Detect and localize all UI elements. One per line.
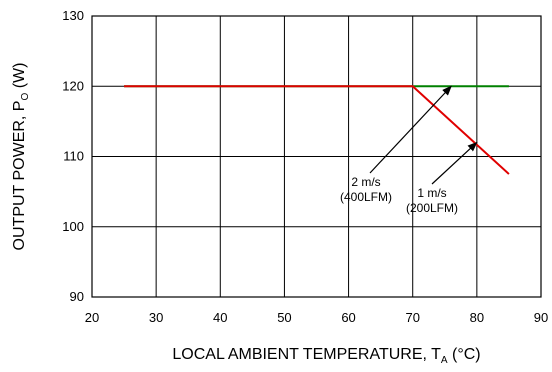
series (124, 85, 510, 175)
y-tick-label: 130 (62, 8, 84, 23)
x-tick-label: 50 (277, 310, 291, 325)
y-tick-label: 120 (62, 78, 84, 93)
annotation-label: 1 m/s (417, 186, 446, 200)
annotation-arrow (431, 141, 478, 185)
x-tick-label: 70 (405, 310, 419, 325)
x-tick-label: 30 (149, 310, 163, 325)
y-tick-label: 100 (62, 219, 84, 234)
annotation-arrow (369, 85, 452, 174)
annotations: 2 m/s(400LFM) 1 m/s(200LFM) (340, 85, 478, 215)
annotation-label: (400LFM) (340, 190, 392, 204)
tick-labels: 20 30 40 50 60 70 80 90 90 100 110 120 130 (62, 8, 548, 325)
annotation-label: (200LFM) (406, 201, 458, 215)
x-tick-label: 90 (534, 310, 548, 325)
y-tick-label: 110 (63, 149, 84, 164)
x-tick-label: 80 (470, 310, 484, 325)
x-tick-label: 60 (341, 310, 355, 325)
series-line-2 (124, 85, 510, 175)
x-tick-label: 20 (85, 310, 99, 325)
grid (91, 15, 542, 298)
x-tick-label: 40 (213, 310, 227, 325)
x-axis-title: LOCAL AMBIENT TEMPERATURE, TA (°C) (172, 346, 480, 366)
y-axis-title: OUTPUT POWER, PO (W) (11, 63, 31, 251)
plot-area-frame (91, 15, 542, 298)
annotation-label: 2 m/s (351, 175, 380, 189)
y-tick-label: 90 (70, 289, 84, 304)
